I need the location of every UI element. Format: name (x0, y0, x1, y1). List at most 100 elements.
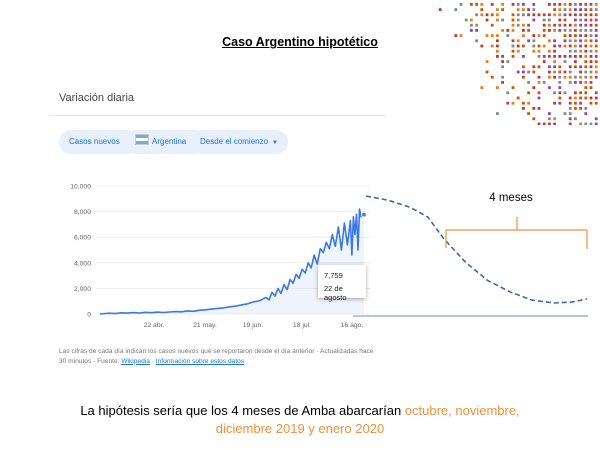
corner-dot (568, 34, 572, 37)
y-tick-label: 8,000 (74, 209, 91, 216)
corner-dot (542, 13, 546, 17)
corner-dot (532, 117, 536, 121)
corner-dot (579, 13, 582, 17)
corner-dot (568, 13, 572, 17)
y-tick-label: 6,000 (74, 235, 91, 242)
corner-dot (506, 34, 510, 37)
data-info-link[interactable]: Información sobre estos datos (155, 357, 245, 365)
corner-dot (522, 13, 525, 17)
corner-dot (527, 101, 530, 105)
corner-dot (511, 101, 515, 105)
corner-dot (563, 18, 567, 22)
corner-dot (589, 81, 593, 84)
slide-title: Caso Argentino hipotético (222, 35, 378, 49)
corner-dot (480, 8, 484, 11)
corner-dot (459, 34, 463, 37)
corner-dot (542, 18, 546, 22)
corner-dot (574, 34, 577, 37)
corner-dot (563, 8, 567, 11)
x-tick-label: 22 abr. (144, 322, 165, 329)
corner-dot (511, 29, 515, 32)
corner-dot (594, 39, 598, 43)
corner-dot (574, 49, 577, 53)
corner-dot (579, 75, 582, 79)
corner-dot (496, 8, 499, 11)
corner-dot (563, 34, 567, 37)
corner-dot (485, 60, 489, 63)
corner-dot (501, 75, 504, 79)
corner-dot (579, 18, 582, 22)
corner-dot (548, 39, 551, 43)
corner-dot (579, 3, 582, 6)
corner-dot (558, 18, 562, 22)
corner-dot-pattern (438, 3, 598, 125)
card-divider (49, 115, 385, 116)
corner-dot (584, 91, 588, 95)
corner-dot (532, 65, 536, 69)
corner-dot (563, 44, 567, 48)
corner-dot (584, 55, 588, 58)
corner-dot (485, 13, 489, 17)
corner-dot (589, 75, 593, 79)
corner-dot (594, 13, 598, 17)
corner-dot (568, 29, 572, 32)
corner-dot (584, 18, 588, 22)
corner-dot (532, 13, 536, 17)
card-header: Variación diaria (59, 92, 135, 104)
corner-dot (548, 112, 551, 115)
range-dropdown[interactable]: Desde el comienzo ▼ (190, 130, 288, 154)
corner-dot (496, 55, 499, 58)
corner-dot (537, 49, 541, 53)
corner-dot (527, 13, 530, 17)
corner-dot (496, 18, 499, 22)
corner-dot (527, 23, 530, 27)
corner-dot (553, 75, 556, 79)
corner-dot (475, 23, 478, 27)
corner-dot (553, 91, 556, 95)
projection-line (365, 195, 588, 304)
corner-dot (584, 65, 588, 69)
corner-dot (568, 55, 572, 58)
conclusion-text: La hipótesis sería que los 4 meses de Am… (0, 402, 600, 438)
corner-dot (589, 55, 593, 58)
corner-dot (548, 49, 551, 53)
corner-dot (579, 107, 582, 110)
corner-dot (589, 60, 593, 63)
corner-dot (470, 23, 473, 27)
corner-dot (579, 23, 582, 27)
corner-dot (589, 96, 593, 100)
corner-dot (568, 23, 572, 27)
wikipedia-link[interactable]: Wikipedia (121, 357, 150, 365)
series-area (100, 209, 364, 314)
corner-dot (594, 8, 598, 11)
corner-dot (568, 65, 572, 69)
corner-dot (490, 34, 494, 37)
corner-dot (537, 107, 541, 110)
corner-dot (574, 3, 577, 6)
corner-dot (537, 65, 541, 69)
corner-dot (537, 122, 541, 125)
conclusion-prefix: La hipótesis sería que los 4 meses de Am… (80, 403, 405, 418)
corner-dot (537, 34, 541, 37)
corner-dot (496, 44, 499, 48)
metric-dropdown[interactable]: Casos nuevos▼ (59, 130, 140, 154)
corner-dot (574, 39, 577, 43)
corner-dot (522, 34, 525, 37)
corner-dot (584, 29, 588, 32)
corner-dot (485, 34, 489, 37)
corner-dot (501, 65, 504, 69)
corner-dot (574, 117, 577, 121)
corner-dot (579, 39, 582, 43)
corner-dot (522, 101, 525, 105)
x-tick-label: 19 jun. (243, 322, 264, 329)
corner-dot (485, 70, 489, 74)
corner-dot (501, 55, 504, 58)
corner-dot (516, 44, 520, 48)
corner-dot (490, 44, 494, 48)
card-footer: Las cifras de cada día indican los casos… (59, 347, 377, 366)
corner-dot (475, 29, 478, 32)
corner-dot (542, 60, 546, 63)
corner-dot (480, 44, 484, 48)
corner-dot (568, 75, 572, 79)
corner-dot (454, 34, 458, 37)
